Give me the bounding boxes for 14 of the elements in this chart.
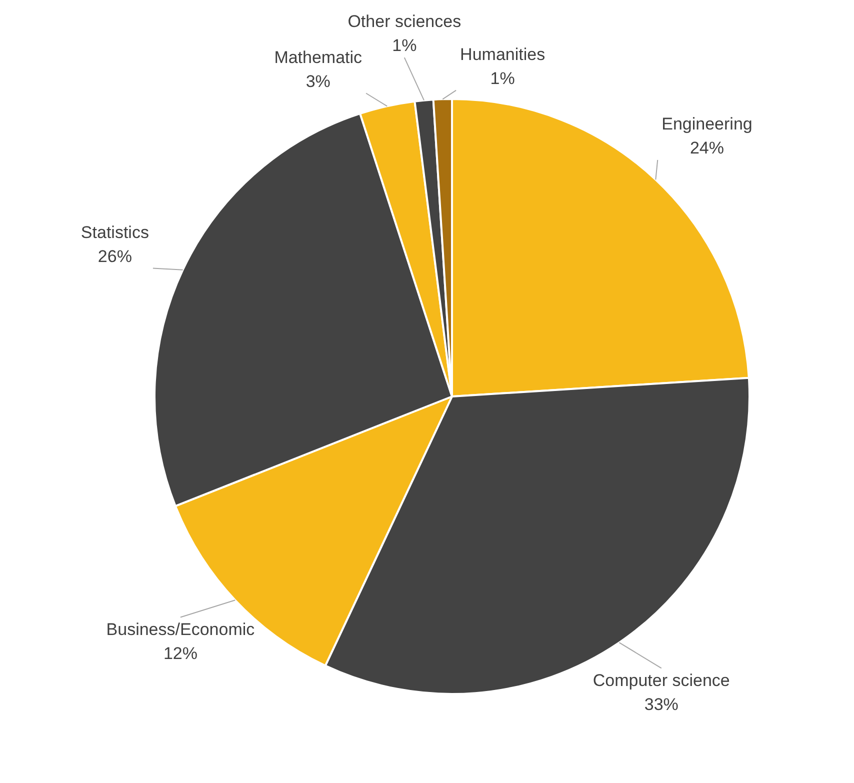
slice-label: Business/Economic — [106, 620, 256, 639]
data-label: 1% — [490, 68, 515, 88]
slice-label: Other sciences — [348, 12, 462, 32]
slice-label: Mathematic — [274, 48, 363, 67]
slice-label: Humanities — [460, 44, 546, 64]
data-label: 3% — [306, 72, 330, 91]
data-label: 12% — [163, 644, 198, 663]
slice-label: Computer science — [592, 670, 730, 690]
data-label: 24% — [690, 138, 724, 158]
slice-label: Statistics — [80, 222, 149, 242]
data-label: 1% — [392, 36, 417, 56]
slice-label: Engineering — [662, 114, 752, 134]
data-label: 33% — [644, 694, 678, 714]
data-label: 26% — [98, 246, 132, 266]
